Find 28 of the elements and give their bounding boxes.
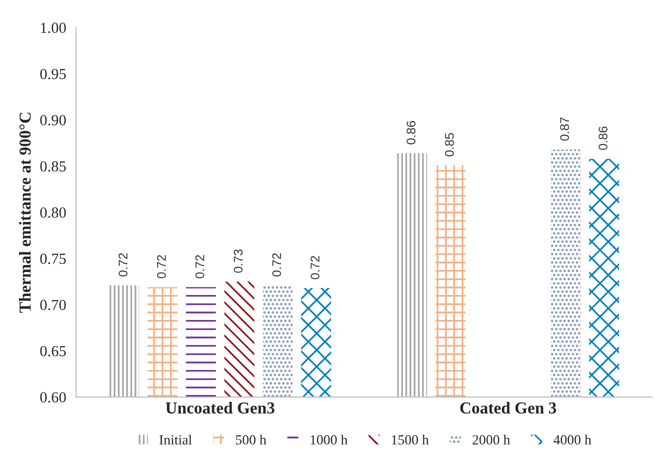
y-tick-label: 0.80 [40, 207, 66, 218]
data-label: 0.87 [560, 117, 570, 141]
legend-label: 1500 h [392, 434, 429, 445]
y-tick-label: 0.65 [40, 346, 66, 356]
data-label: 0.85 [444, 133, 454, 156]
data-label: 0.72 [272, 253, 282, 276]
y-axis-title: Thermal emittance at 900°C [19, 112, 31, 313]
y-tick-label: 1.00 [41, 22, 66, 34]
legend-label: Initial [159, 434, 192, 445]
data-label: 0.73 [234, 249, 243, 273]
data-label: 0.86 [406, 121, 416, 144]
legend-label: 4000 h [554, 434, 592, 445]
y-tick-label: 0.90 [40, 115, 66, 126]
data-label: 0.72 [118, 253, 128, 276]
data-label: 0.72 [195, 255, 204, 278]
y-tick-label: 0.85 [40, 161, 66, 172]
data-label: 0.86 [598, 126, 608, 150]
data-label: 0.72 [157, 255, 166, 278]
legend-label: 1000 h [310, 434, 348, 445]
data-label: 0.72 [310, 256, 320, 280]
legend-label: 500 h [236, 434, 266, 445]
x-tick-label: Uncoated Gen3 [166, 402, 274, 414]
y-tick-label: 0.95 [40, 68, 66, 80]
x-tick-label: Coated Gen 3 [460, 402, 556, 414]
y-tick-label: 0.60 [40, 392, 66, 403]
y-tick-label: 0.75 [40, 254, 66, 264]
y-tick-label: 0.70 [40, 300, 66, 310]
legend-label: 2000 h [472, 434, 510, 445]
